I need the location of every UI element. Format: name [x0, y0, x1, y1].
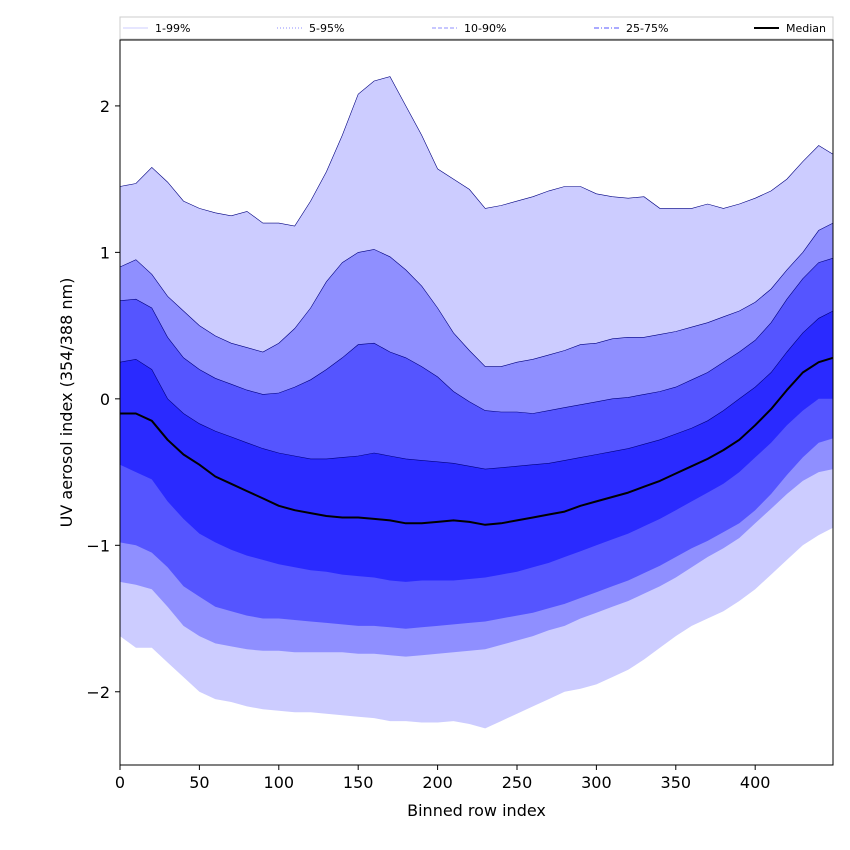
y-tick-label-1: 1: [100, 243, 110, 262]
legend-label-5-95: 5-95%: [309, 22, 344, 35]
x-tick-label-0: 0: [115, 773, 125, 792]
legend-label-25-75: 25-75%: [626, 22, 668, 35]
legend-label-median: Median: [786, 22, 826, 35]
axes: 0 50 100 150 200 250 300 350 400 −2 −1 0 1 2 Binned ro…: [57, 39, 834, 820]
band-edge-1-99: [119, 76, 834, 227]
median-series: [120, 356, 834, 526]
legend-label-1-99: 1-99%: [155, 22, 190, 35]
legend-box: [119, 16, 834, 40]
x-tick-label-200: 200: [422, 773, 453, 792]
x-axis-label: Binned row index: [407, 801, 546, 820]
band-25-75: [120, 311, 833, 582]
y-tick-label-2: 2: [100, 97, 110, 116]
percentile-bands: [119, 76, 834, 729]
plot-frame: [119, 39, 834, 766]
band-edge-25-75: [119, 310, 834, 470]
x-tick-label-350: 350: [661, 773, 692, 792]
y-axis-label: UV aerosol index (354/388 nm): [57, 278, 76, 528]
x-tick-label-300: 300: [581, 773, 612, 792]
band-edge-5-95: [119, 222, 834, 367]
y-tick-label--1: −1: [86, 536, 110, 555]
legend-label-10-90: 10-90%: [464, 22, 506, 35]
median-line: [120, 356, 834, 526]
x-tick-label-400: 400: [740, 773, 771, 792]
band-edge-10-90: [119, 257, 834, 414]
x-tick-label-150: 150: [343, 773, 374, 792]
x-tick-label-50: 50: [189, 773, 209, 792]
y-tick-label-0: 0: [100, 390, 110, 409]
y-tick-label--2: −2: [86, 683, 110, 702]
x-tick-label-250: 250: [502, 773, 533, 792]
legend: 1-99% 5-95% 10-90% 25-75% Median: [119, 16, 834, 40]
x-tick-label-100: 100: [264, 773, 295, 792]
